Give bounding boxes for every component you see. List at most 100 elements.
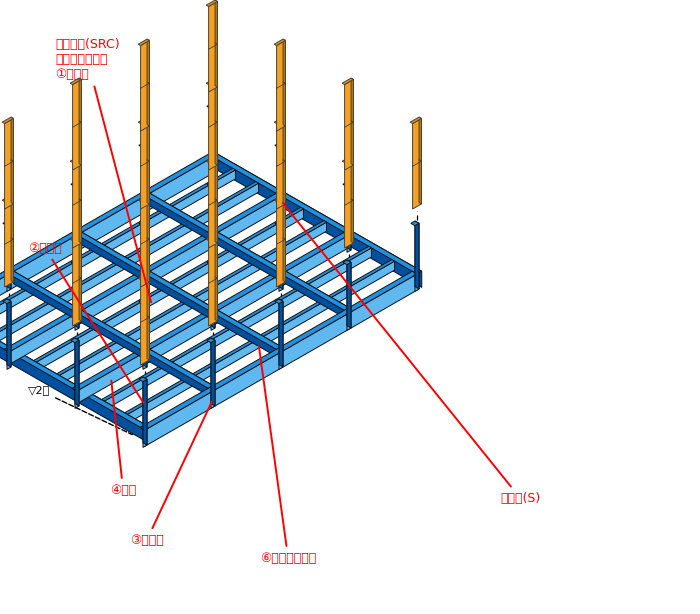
- Polygon shape: [73, 157, 81, 248]
- Polygon shape: [415, 221, 419, 289]
- Polygon shape: [143, 223, 147, 292]
- Polygon shape: [11, 195, 13, 282]
- Polygon shape: [0, 182, 258, 339]
- Polygon shape: [9, 271, 218, 391]
- Polygon shape: [215, 0, 218, 87]
- Polygon shape: [207, 104, 215, 109]
- Polygon shape: [211, 182, 215, 250]
- Polygon shape: [143, 301, 147, 370]
- Polygon shape: [275, 221, 283, 226]
- Polygon shape: [79, 156, 81, 243]
- Polygon shape: [70, 234, 81, 241]
- Polygon shape: [32, 209, 303, 374]
- Polygon shape: [276, 119, 286, 209]
- Polygon shape: [283, 117, 286, 204]
- Polygon shape: [141, 274, 149, 365]
- Text: ②鉄骨柱: ②鉄骨柱: [28, 241, 144, 403]
- Polygon shape: [347, 184, 351, 252]
- Polygon shape: [279, 301, 283, 370]
- Polygon shape: [143, 377, 147, 445]
- Polygon shape: [342, 156, 354, 163]
- Polygon shape: [138, 195, 149, 201]
- Polygon shape: [82, 232, 286, 362]
- Polygon shape: [139, 143, 147, 148]
- Polygon shape: [209, 157, 218, 248]
- Polygon shape: [279, 221, 283, 289]
- Polygon shape: [211, 184, 215, 252]
- Polygon shape: [279, 299, 283, 367]
- Polygon shape: [218, 154, 422, 287]
- Polygon shape: [0, 183, 258, 348]
- Polygon shape: [283, 195, 286, 282]
- Polygon shape: [211, 106, 215, 174]
- Polygon shape: [410, 117, 421, 123]
- Polygon shape: [412, 119, 421, 209]
- Polygon shape: [279, 223, 283, 292]
- Polygon shape: [4, 193, 281, 352]
- Polygon shape: [55, 222, 327, 387]
- Polygon shape: [7, 299, 11, 367]
- Polygon shape: [75, 184, 79, 252]
- Text: ④大梁: ④大梁: [110, 381, 136, 497]
- Polygon shape: [211, 340, 215, 408]
- Polygon shape: [207, 260, 215, 265]
- Polygon shape: [141, 119, 149, 209]
- Polygon shape: [274, 117, 286, 123]
- Polygon shape: [415, 223, 419, 292]
- Polygon shape: [52, 220, 327, 378]
- Polygon shape: [138, 39, 149, 45]
- Polygon shape: [7, 301, 11, 370]
- Polygon shape: [79, 78, 81, 165]
- Polygon shape: [343, 182, 351, 187]
- Text: ⑥長スパン小桱: ⑥長スパン小桱: [259, 346, 316, 564]
- Polygon shape: [145, 193, 354, 313]
- Polygon shape: [419, 117, 421, 204]
- Polygon shape: [279, 143, 283, 211]
- Polygon shape: [11, 117, 13, 204]
- Polygon shape: [71, 338, 79, 343]
- Polygon shape: [70, 78, 81, 85]
- Polygon shape: [275, 299, 283, 304]
- Polygon shape: [77, 232, 286, 352]
- Polygon shape: [147, 39, 149, 126]
- Polygon shape: [347, 182, 351, 250]
- Polygon shape: [7, 221, 11, 289]
- Polygon shape: [75, 260, 79, 328]
- Polygon shape: [143, 221, 147, 289]
- Polygon shape: [97, 246, 372, 404]
- Polygon shape: [14, 271, 218, 401]
- Polygon shape: [71, 260, 79, 265]
- Polygon shape: [75, 262, 79, 330]
- Polygon shape: [215, 78, 218, 165]
- Polygon shape: [73, 79, 81, 170]
- Polygon shape: [274, 195, 286, 201]
- Polygon shape: [143, 379, 147, 448]
- Polygon shape: [211, 104, 215, 172]
- Text: 鉄骨造(S): 鉄骨造(S): [283, 203, 540, 505]
- Polygon shape: [147, 117, 149, 204]
- Polygon shape: [5, 196, 13, 287]
- Polygon shape: [139, 377, 147, 382]
- Polygon shape: [147, 195, 149, 282]
- Polygon shape: [206, 156, 218, 163]
- Polygon shape: [75, 340, 79, 408]
- Polygon shape: [29, 208, 303, 365]
- Polygon shape: [347, 260, 351, 328]
- Polygon shape: [207, 182, 215, 187]
- Polygon shape: [2, 117, 13, 123]
- Polygon shape: [279, 146, 283, 214]
- Polygon shape: [276, 196, 286, 287]
- Polygon shape: [122, 261, 395, 426]
- Polygon shape: [143, 143, 147, 211]
- Text: ③外周梁: ③外周梁: [130, 402, 212, 546]
- Polygon shape: [9, 196, 281, 365]
- Polygon shape: [0, 170, 235, 335]
- Polygon shape: [70, 156, 81, 163]
- Polygon shape: [147, 273, 149, 360]
- Polygon shape: [209, 79, 218, 170]
- Polygon shape: [411, 221, 419, 226]
- Polygon shape: [145, 274, 417, 446]
- Polygon shape: [351, 156, 354, 243]
- Polygon shape: [351, 78, 354, 165]
- Polygon shape: [141, 41, 149, 131]
